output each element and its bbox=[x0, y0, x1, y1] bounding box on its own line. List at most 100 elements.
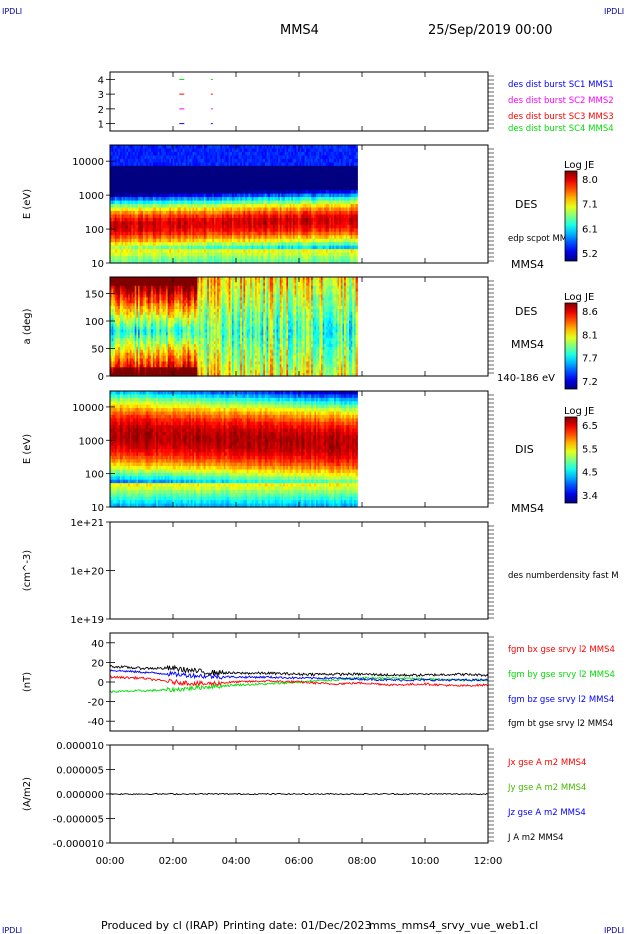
spectrogram-cell bbox=[325, 228, 329, 233]
spectrogram-cell bbox=[199, 155, 202, 160]
spectrogram-cell bbox=[113, 197, 116, 202]
spectrogram-cell bbox=[263, 172, 266, 177]
spectrogram-cell bbox=[116, 145, 119, 150]
spectrogram-cell bbox=[162, 231, 165, 236]
spectrogram-cell bbox=[235, 249, 238, 254]
spectrogram-cell bbox=[136, 242, 139, 247]
spectrogram-cell bbox=[312, 231, 316, 236]
spectrogram-cell bbox=[151, 231, 154, 236]
spectrogram-cell bbox=[289, 176, 292, 181]
spectrogram-cell bbox=[337, 179, 340, 184]
spectrogram-cell bbox=[195, 190, 198, 195]
spectrogram-cell bbox=[213, 193, 217, 198]
spectrogram-cell bbox=[179, 231, 182, 236]
spectrogram-cell bbox=[335, 207, 339, 212]
spectrogram-cell bbox=[111, 145, 114, 150]
spectrogram-cell bbox=[321, 228, 324, 233]
spectrogram-cell bbox=[141, 207, 144, 212]
spectrogram-cell bbox=[304, 259, 307, 264]
spectrogram-cell bbox=[230, 242, 233, 247]
spectrogram-cell bbox=[141, 145, 144, 150]
spectrogram-cell bbox=[241, 242, 245, 247]
spectrogram-cell bbox=[248, 193, 251, 198]
spectrogram-cell bbox=[314, 204, 317, 209]
spectrogram-cell bbox=[166, 231, 169, 236]
spectrogram-cell bbox=[223, 193, 226, 198]
spectrogram-cell bbox=[110, 224, 113, 229]
spectrogram-cell bbox=[306, 231, 309, 236]
spectrogram-cell bbox=[246, 214, 250, 219]
spectrogram-cell bbox=[185, 183, 189, 188]
spectrogram-cell bbox=[170, 242, 174, 247]
spectrogram-cell bbox=[319, 176, 322, 181]
spectrogram-cell bbox=[297, 228, 301, 233]
spectrogram-cell bbox=[119, 190, 123, 195]
spectrogram-cell bbox=[147, 148, 151, 153]
spectrogram-cell bbox=[217, 172, 220, 177]
spectrogram-cell bbox=[337, 200, 340, 205]
spectrogram-cell bbox=[159, 245, 162, 250]
spectrogram-cell bbox=[309, 183, 312, 188]
spectrogram-cell bbox=[134, 190, 137, 195]
spectrogram-cell bbox=[172, 190, 175, 195]
spectrogram-cell bbox=[156, 210, 159, 216]
spectrogram-cell bbox=[144, 217, 147, 222]
spectrogram-cell bbox=[311, 158, 314, 163]
spectrogram-cell bbox=[167, 207, 170, 212]
spectrogram-cell bbox=[273, 200, 276, 205]
spectrogram-cell bbox=[233, 224, 236, 229]
spectrogram-cell bbox=[324, 224, 327, 229]
spectrogram-cell bbox=[205, 235, 208, 240]
spectrogram-cell bbox=[286, 204, 289, 209]
spectrogram-cell bbox=[307, 249, 311, 254]
spectrogram-cell bbox=[203, 176, 207, 181]
spectrogram-cell bbox=[147, 235, 151, 240]
spectrogram-cell bbox=[121, 235, 124, 240]
spectrogram-cell bbox=[217, 162, 220, 167]
spectrogram-cell bbox=[297, 224, 301, 229]
spectrogram-cell bbox=[286, 231, 289, 236]
spectrogram-cell bbox=[255, 238, 258, 243]
spectrogram-cell bbox=[174, 158, 177, 163]
spectrogram-cell bbox=[291, 210, 294, 216]
spectrogram-cell bbox=[294, 148, 297, 153]
spectrogram-cell bbox=[274, 183, 278, 188]
spectrogram-cell bbox=[317, 169, 320, 174]
spectrogram-cell bbox=[203, 221, 207, 226]
spectrogram-cell bbox=[278, 183, 281, 188]
spectrogram-cell bbox=[119, 186, 123, 191]
spectrogram-cell bbox=[307, 193, 311, 198]
spectrogram-cell bbox=[134, 158, 137, 163]
spectrogram-cell bbox=[289, 235, 292, 240]
spectrogram-cell bbox=[124, 183, 128, 188]
spectrogram-cell bbox=[324, 245, 327, 250]
spectrogram-cell bbox=[151, 224, 154, 229]
spectrogram-cell bbox=[156, 155, 159, 160]
spectrogram-cell bbox=[202, 238, 205, 243]
spectrogram-cell bbox=[256, 235, 259, 240]
spectrogram-cell bbox=[167, 210, 170, 216]
spectrogram-cell bbox=[342, 204, 345, 209]
spectrogram-cell bbox=[284, 172, 287, 177]
spectrogram-cell bbox=[260, 179, 263, 184]
spectrogram-cell bbox=[235, 155, 238, 160]
spectrogram-cell bbox=[152, 207, 156, 212]
spectrogram-cell bbox=[345, 176, 348, 181]
spectrogram-cell bbox=[177, 242, 180, 247]
spectrogram-cell bbox=[324, 238, 327, 243]
spectrogram-cell bbox=[345, 224, 348, 229]
spectrogram-cell bbox=[264, 176, 268, 181]
spectrogram-cell bbox=[182, 151, 185, 157]
spectrogram-cell bbox=[121, 158, 124, 163]
spectrogram-cell bbox=[301, 145, 304, 150]
spectrogram-cell bbox=[184, 210, 187, 216]
spectrogram-cell bbox=[144, 221, 147, 226]
spectrogram-cell bbox=[162, 162, 165, 167]
y-tick-label: 4 bbox=[98, 75, 104, 86]
spectrogram-cell bbox=[256, 186, 259, 191]
spectrogram-cell bbox=[116, 186, 119, 191]
spectrogram-cell bbox=[182, 155, 185, 160]
spectrogram-cell bbox=[152, 186, 156, 191]
spectrogram-cell bbox=[129, 242, 133, 247]
spectrogram-cell bbox=[113, 256, 116, 261]
